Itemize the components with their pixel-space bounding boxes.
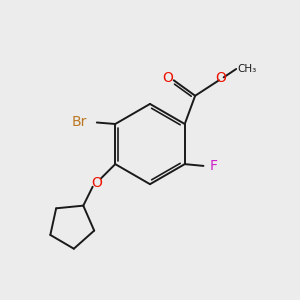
Text: Br: Br <box>72 115 87 129</box>
Text: O: O <box>215 71 226 85</box>
Text: O: O <box>162 71 173 85</box>
Text: O: O <box>92 176 102 190</box>
Text: CH₃: CH₃ <box>238 64 257 74</box>
Text: F: F <box>210 160 218 173</box>
